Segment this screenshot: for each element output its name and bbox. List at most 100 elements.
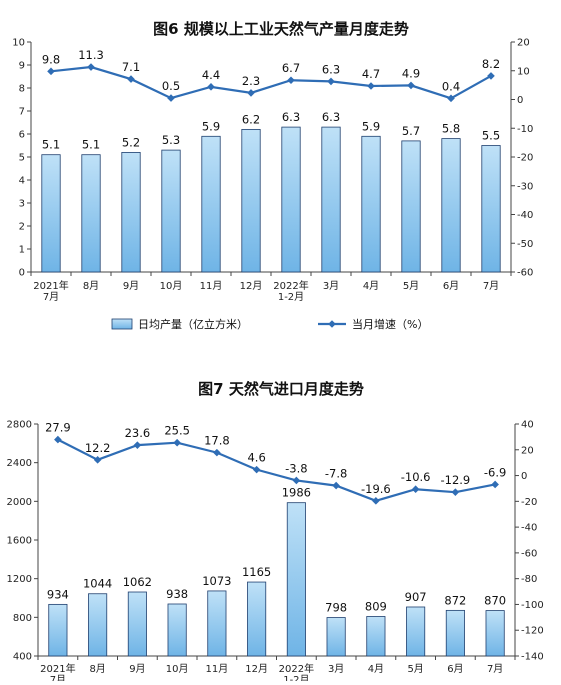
growth-value-label: 4.9 [402,66,420,80]
left-tick-label: 2800 [7,420,32,431]
growth-value-label: -3.8 [285,461,307,475]
bar [401,140,421,273]
x-tick-label: 8月 [89,663,105,675]
bar [441,138,461,273]
bar-value-label: 5.1 [42,138,60,152]
growth-point [213,448,221,457]
growth-point [332,481,340,490]
chart-1: 图6 规模以上工业天然气产量月度走势 0 1 2 3 4 5 6 7 8 9 10 -60 -50 -40 -… [12,20,533,331]
left-tick-label: 400 [13,652,32,663]
bar [247,581,267,657]
bar [121,151,141,273]
bar-value-label: 907 [405,590,427,604]
growth-value-label: 17.8 [204,434,230,448]
growth-point [487,72,495,80]
growth-value-label: 27.9 [45,421,71,435]
growth-point [407,81,415,90]
bar [88,593,108,657]
right-tick-label: 10 [517,66,530,77]
bar-value-label: 1165 [242,565,271,579]
x-tick-label: 11月 [206,663,229,675]
bar [41,154,61,273]
bar [321,126,341,273]
growth-point [491,480,499,489]
growth-value-label: 6.7 [282,61,300,75]
right-tick-label: -140 [521,652,544,663]
growth-value-label: 12.2 [85,441,111,455]
growth-value-label: -12.9 [440,473,470,487]
x-tick-label: 11月 [200,280,223,292]
bar [281,126,301,273]
x-tick-label: 4月 [368,663,384,675]
legend-line-label: 当月增速（%） [352,317,428,331]
bar [207,590,227,657]
right-tick-label: 0 [517,95,523,106]
left-tick-label: 1600 [7,536,32,547]
x-tick-label: 2021年 7月 [33,279,68,303]
left-tick-label: 1 [19,245,25,256]
chart-2: 图7 天然气进口月度走势40080012001600200024002800-1… [7,380,544,685]
growth-point [451,488,460,496]
growth-value-label: 8.2 [482,57,500,71]
growth-point [411,485,420,494]
bar-value-label: 6.2 [242,112,260,126]
growth-point [54,435,62,444]
right-tick-label: -100 [521,600,544,611]
growth-point [252,465,261,474]
bar-value-label: 5.1 [82,138,100,152]
bar [161,149,181,273]
left-tick-label: 3 [19,199,25,210]
x-tick-label: 7月 [487,663,503,675]
bar-value-label: 870 [484,594,506,608]
x-tick-label: 10月 [160,280,183,292]
growth-value-label: 23.6 [125,426,151,440]
bar [366,616,386,657]
x-tick-label: 3月 [328,663,344,675]
x-tick-label: 10月 [166,663,189,675]
bar [445,609,465,657]
left-tick-label: 9 [19,61,25,72]
bar-value-label: 934 [47,587,69,601]
x-tick-label: 9月 [123,280,139,292]
bar [406,606,426,657]
bar-value-label: 809 [365,599,387,613]
bar-value-label: 1062 [123,575,152,589]
right-tick-label: 20 [521,445,534,456]
x-tick-label: 4月 [363,280,379,292]
legend-line-marker [328,320,336,328]
bar-value-label: 5.5 [482,129,500,143]
right-tick-label: -50 [517,239,533,250]
x-tick-label: 2022年 1-2月 [279,662,314,681]
growth-line [50,65,492,100]
growth-value-label: 9.8 [42,52,60,66]
growth-point [327,77,335,86]
growth-value-label: 2.3 [242,74,260,88]
bar-value-label: 872 [444,593,466,607]
growth-point [173,438,181,447]
growth-value-label: 11.3 [78,48,104,62]
bar-value-label: 938 [166,587,188,601]
x-tick-label: 3月 [323,280,339,292]
chart-title: 图6 规模以上工业天然气产量月度走势 [153,20,409,38]
bar-value-label: 5.8 [442,122,460,136]
growth-point [247,89,255,97]
bar-value-label: 5.2 [122,135,140,149]
right-tick-label: -40 [517,210,533,221]
bar [326,617,346,657]
bar-value-label: 5.9 [202,119,220,133]
left-tick-label: 2000 [7,497,32,508]
right-tick-label: -20 [521,497,537,508]
growth-point [292,476,301,485]
growth-value-label: 4.7 [362,67,380,81]
chart-title: 图7 天然气进口月度走势 [198,380,364,398]
growth-point [47,67,55,76]
x-tick-label: 5月 [407,663,423,675]
right-tick-label: -60 [517,268,533,279]
left-tick-label: 7 [19,107,25,118]
x-tick-label: 5月 [403,280,419,292]
right-tick-label: -120 [521,626,544,637]
right-tick-label: -80 [521,574,537,585]
left-tick-label: 2 [19,222,25,233]
bar-value-label: 5.3 [162,133,180,147]
